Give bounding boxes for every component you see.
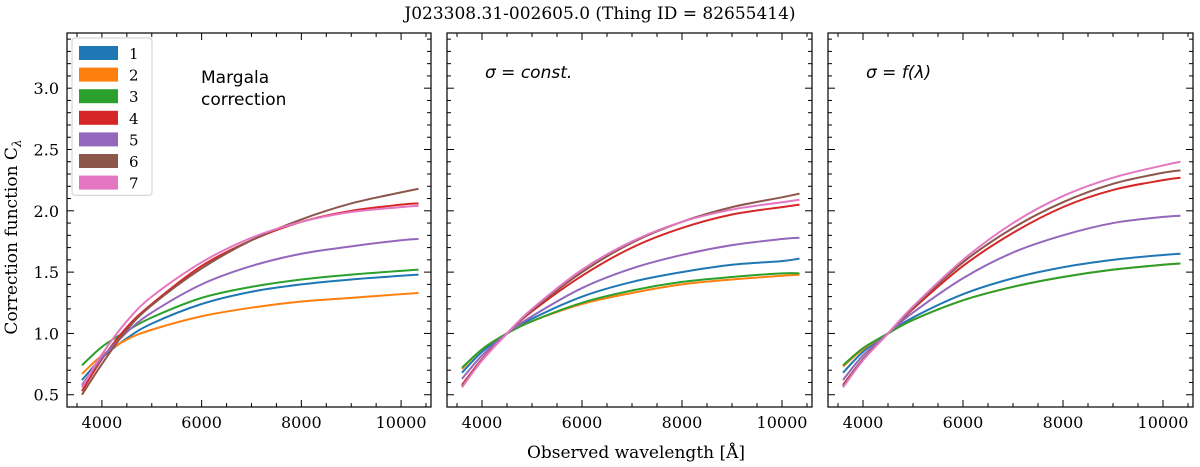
x-tick-label: 6000 — [943, 413, 984, 432]
y-tick-label: 1.5 — [34, 263, 59, 282]
legend-label: 1 — [129, 45, 139, 63]
y-axis-label-main: Correction function C — [2, 147, 22, 335]
panel-2: 4000 6000 8000 10000 σ = const. — [446, 32, 813, 432]
series-line-3 — [461, 272, 800, 369]
x-tick-label: 8000 — [281, 413, 322, 432]
series-line-7 — [81, 204, 419, 388]
legend-swatch — [79, 110, 118, 125]
legend-swatch — [79, 154, 118, 168]
series-line-3 — [842, 262, 1181, 367]
series-line-5 — [461, 236, 800, 380]
series-line-6 — [81, 187, 419, 396]
legend-swatch — [79, 46, 118, 60]
series-line-4 — [842, 176, 1181, 386]
x-tick-label: 4000 — [462, 413, 503, 432]
legend-label: 5 — [129, 131, 139, 149]
y-tick-label: 0.5 — [34, 386, 59, 405]
y-tick-label: 2.5 — [34, 140, 59, 159]
series-group — [842, 160, 1181, 388]
series-line-2 — [461, 273, 800, 370]
series-group — [461, 192, 800, 388]
figure-title: J023308.31-002605.0 (Thing ID = 82655414… — [402, 4, 795, 24]
panel-frame — [827, 32, 1194, 408]
y-axis-label: Correction function Cλ — [2, 139, 24, 334]
legend-label: 2 — [129, 67, 139, 85]
x-tick-label: 6000 — [181, 413, 222, 432]
series-line-5 — [842, 214, 1181, 381]
legend-label: 7 — [129, 175, 139, 193]
y-tick-label: 2.0 — [34, 202, 59, 221]
x-tick-label: 4000 — [843, 413, 884, 432]
series-line-4 — [81, 202, 419, 392]
series-line-1 — [842, 252, 1181, 374]
legend-swatch — [79, 175, 118, 190]
x-tick-label: 10000 — [757, 413, 808, 432]
annotation-text: Margala — [201, 68, 269, 88]
annotation-text: σ = f(λ) — [866, 63, 931, 83]
panel-frame — [66, 32, 432, 408]
legend-swatch — [79, 89, 118, 104]
x-tick-label: 8000 — [1043, 413, 1084, 432]
x-tick-label: 4000 — [82, 413, 123, 432]
legend: 1 2 3 4 5 6 7 — [71, 37, 153, 196]
series-line-4 — [461, 203, 800, 386]
y-tick-label: 3.0 — [34, 79, 59, 98]
x-axis-label: Observed wavelength [Å] — [527, 442, 745, 463]
y-tick-label: 1.0 — [34, 324, 59, 343]
x-tick-label: 10000 — [376, 413, 427, 432]
annotation-text: σ = const. — [485, 63, 572, 83]
annotation-text: correction — [201, 90, 286, 110]
panel-frame — [446, 32, 813, 408]
legend-swatch — [79, 132, 118, 147]
legend-label: 4 — [129, 110, 139, 128]
x-tick-label: 8000 — [662, 413, 703, 432]
panels: 4000 6000 8000 10000 0.5 1.0 1.5 2.0 2.5 3.0 Marga… — [34, 32, 1194, 432]
legend-label: 6 — [129, 153, 139, 171]
x-tick-label: 6000 — [562, 413, 603, 432]
series-line-3 — [81, 268, 419, 367]
series-line-5 — [81, 238, 419, 386]
legend-label: 3 — [129, 88, 139, 106]
legend-swatch — [79, 67, 118, 82]
panel-3: 4000 6000 8000 10000 σ = f(λ) — [827, 32, 1194, 432]
series-line-7 — [842, 160, 1181, 388]
series-group — [81, 187, 419, 396]
series-line-7 — [461, 198, 800, 388]
y-axis-label-subscript: λ — [10, 139, 24, 148]
panel-1: 4000 6000 8000 10000 0.5 1.0 1.5 2.0 2.5 3.0 Marga… — [34, 32, 432, 432]
series-line-1 — [461, 257, 800, 374]
x-tick-label: 10000 — [1138, 413, 1189, 432]
